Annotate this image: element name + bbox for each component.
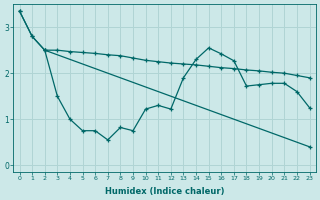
X-axis label: Humidex (Indice chaleur): Humidex (Indice chaleur) [105,187,224,196]
